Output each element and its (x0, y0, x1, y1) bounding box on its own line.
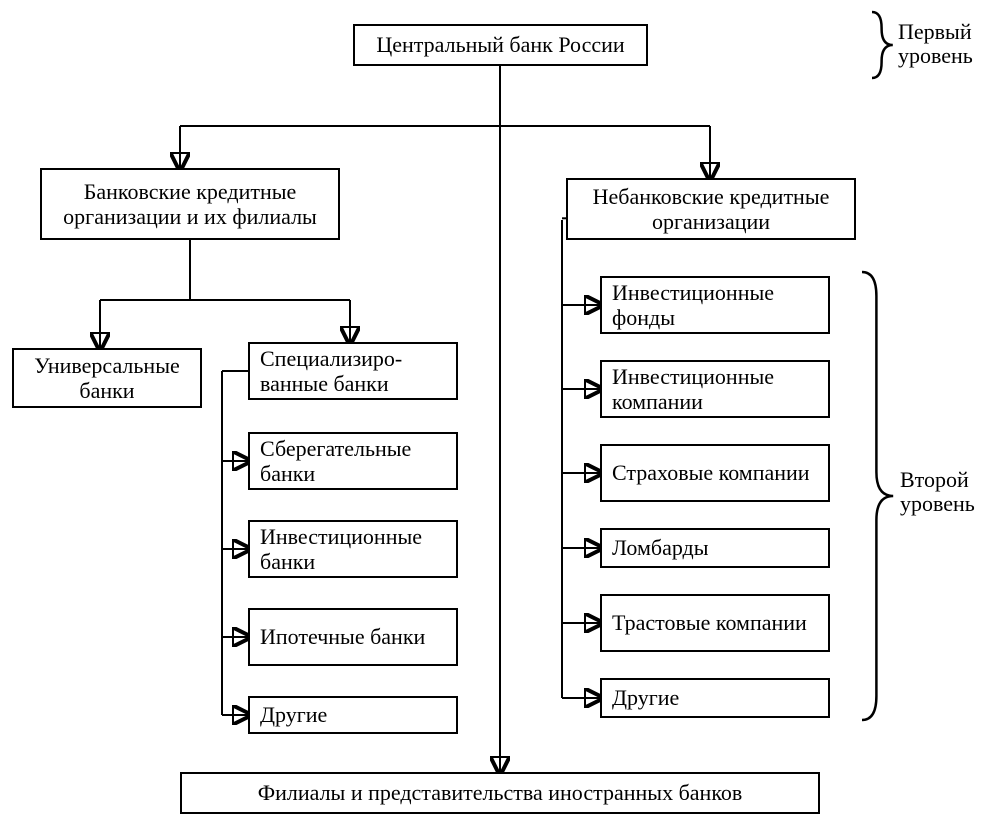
node-nonbank-orgs-label: Небанковские кредитные организации (578, 184, 844, 235)
connectors-layer (0, 0, 986, 838)
node-pawnshops-label: Ломбарды (612, 535, 709, 560)
node-other-banks: Другие (248, 696, 458, 734)
node-trust-companies: Трастовые компании (600, 594, 830, 652)
node-savings-label: Сберегательные банки (260, 436, 446, 487)
node-investment-companies: Инвестиционные компании (600, 360, 830, 418)
node-mortgage-banks: Ипотечные банки (248, 608, 458, 666)
node-investment-companies-label: Инвестиционные компании (612, 364, 818, 415)
node-root-label: Центральный банк России (376, 32, 624, 57)
node-other-nonbank: Другие (600, 678, 830, 718)
node-bank-orgs-label: Банковские кредитные организации и их фи… (52, 179, 328, 230)
node-investment-funds-label: Инвестиционные фонды (612, 280, 818, 331)
node-specialized-label: Специализиро-ванные банки (260, 346, 402, 397)
diagram-stage: Центральный банк России Банковские креди… (0, 0, 986, 838)
label-level-2: Второйуровень (900, 468, 975, 516)
node-savings-banks: Сберегательные банки (248, 432, 458, 490)
node-investment-funds: Инвестиционные фонды (600, 276, 830, 334)
node-insurance-companies: Страховые компании (600, 444, 830, 502)
node-root: Центральный банк России (353, 24, 648, 66)
node-foreign-branches: Филиалы и представительства иностранных … (180, 772, 820, 814)
node-bank-orgs: Банковские кредитные организации и их фи… (40, 168, 340, 240)
node-investment-banks: Инвестиционные банки (248, 520, 458, 578)
node-mortgage-label: Ипотечные банки (260, 624, 425, 649)
node-other-nonbank-label: Другие (612, 685, 679, 710)
node-universal-banks: Универсальные банки (12, 348, 202, 408)
node-universal-label: Универсальные банки (24, 353, 190, 404)
node-insurance-label: Страховые компании (612, 460, 810, 485)
node-trust-label: Трастовые компании (612, 610, 807, 635)
node-nonbank-orgs: Небанковские кредитные организации (566, 178, 856, 240)
node-other-banks-label: Другие (260, 702, 327, 727)
label-level-1: Первыйуровень (898, 20, 973, 68)
node-pawnshops: Ломбарды (600, 528, 830, 568)
node-specialized-banks: Специализиро-ванные банки (248, 342, 458, 400)
node-investment-banks-label: Инвестиционные банки (260, 524, 446, 575)
node-foreign-label: Филиалы и представительства иностранных … (258, 780, 743, 805)
